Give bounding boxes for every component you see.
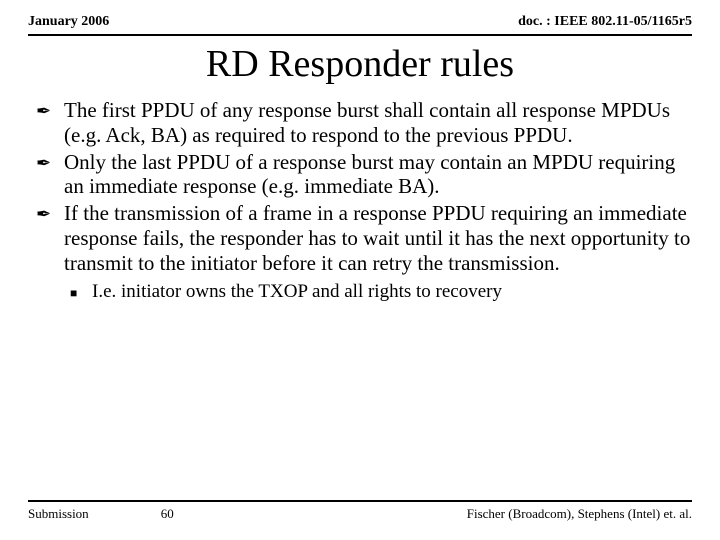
list-item: ✒ Only the last PPDU of a response burst…: [36, 150, 692, 200]
footer-page-number: 60: [161, 506, 174, 522]
list-item: ■ I.e. initiator owns the TXOP and all r…: [70, 281, 692, 304]
bullet-text: If the transmission of a frame in a resp…: [64, 201, 692, 275]
bullet-marker-icon: ✒: [36, 201, 64, 225]
page-title: RD Responder rules: [28, 42, 692, 86]
footer-label: Submission: [28, 506, 89, 522]
bullet-marker-icon: ✒: [36, 150, 64, 174]
footer: Submission 60 Fischer (Broadcom), Stephe…: [28, 500, 692, 522]
bullet-list: ✒ The first PPDU of any response burst s…: [28, 98, 692, 275]
list-item: ✒ If the transmission of a frame in a re…: [36, 201, 692, 275]
footer-authors: Fischer (Broadcom), Stephens (Intel) et.…: [467, 506, 692, 522]
sub-bullet-text: I.e. initiator owns the TXOP and all rig…: [92, 281, 692, 304]
header-doc-id: doc. : IEEE 802.11-05/1165r5: [518, 14, 692, 30]
bullet-text: Only the last PPDU of a response burst m…: [64, 150, 692, 200]
list-item: ✒ The first PPDU of any response burst s…: [36, 98, 692, 148]
slide: January 2006 doc. : IEEE 802.11-05/1165r…: [0, 0, 720, 540]
header-row: January 2006 doc. : IEEE 802.11-05/1165r…: [28, 14, 692, 36]
header-date: January 2006: [28, 14, 109, 30]
sub-bullet-list: ■ I.e. initiator owns the TXOP and all r…: [28, 281, 692, 304]
footer-row: Submission 60 Fischer (Broadcom), Stephe…: [28, 500, 692, 522]
bullet-text: The first PPDU of any response burst sha…: [64, 98, 692, 148]
bullet-marker-icon: ✒: [36, 98, 64, 122]
sub-bullet-marker-icon: ■: [70, 281, 92, 300]
